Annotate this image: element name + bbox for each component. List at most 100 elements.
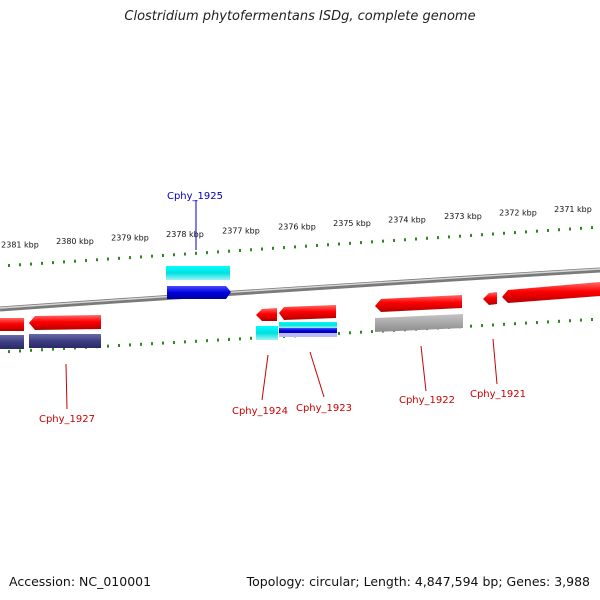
ruler-minor-tick <box>250 336 252 340</box>
page-title: Clostridium phytofermentans ISDg, comple… <box>124 9 476 24</box>
ruler-label: 2371 kbp <box>554 205 592 214</box>
gene-label-cphy-1923[interactable]: Cphy_1923 <box>296 403 352 414</box>
ruler-minor-tick <box>349 241 351 245</box>
ruler-minor-tick <box>360 330 362 334</box>
gene-label-cphy-1922[interactable]: Cphy_1922 <box>399 395 455 406</box>
ruler-minor-tick <box>580 318 582 322</box>
ruler-minor-tick <box>173 253 175 257</box>
cds-feature-cyan[interactable] <box>166 266 230 280</box>
ruler-minor-tick <box>492 232 494 236</box>
ruler-minor-tick <box>250 248 252 252</box>
cds-feature-navy[interactable] <box>0 335 24 349</box>
ruler-minor-tick <box>261 247 263 251</box>
genome-summary-text: Topology: circular; Length: 4,847,594 bp… <box>246 574 590 589</box>
ruler-minor-tick <box>514 231 516 235</box>
ruler-minor-tick <box>19 349 21 353</box>
gene-label-cphy-1921[interactable]: Cphy_1921 <box>470 389 526 400</box>
ruler-minor-tick <box>74 259 76 263</box>
ruler-minor-tick <box>118 256 120 260</box>
leader-line <box>261 354 269 401</box>
ruler-minor-tick <box>96 258 98 262</box>
ruler-minor-tick <box>547 228 549 232</box>
ruler-minor-tick <box>525 321 527 325</box>
ruler-label: 2373 kbp <box>444 212 482 221</box>
ruler-label: 2376 kbp <box>278 223 316 232</box>
ruler-minor-tick <box>580 226 582 230</box>
ruler-minor-tick <box>239 337 241 341</box>
ruler-label: 2380 kbp <box>56 237 94 246</box>
leader-line <box>65 363 68 410</box>
ruler-minor-tick <box>503 322 505 326</box>
ruler-minor-tick <box>481 233 483 237</box>
cds-feature-red[interactable] <box>256 308 277 321</box>
ruler-minor-tick <box>591 226 593 230</box>
cds-feature-grey[interactable] <box>279 333 337 337</box>
ruler-minor-tick <box>492 323 494 327</box>
cds-feature-cyan[interactable] <box>279 322 337 328</box>
ruler-minor-tick <box>525 230 527 234</box>
cds-feature-navy[interactable] <box>29 334 101 348</box>
ruler-minor-tick <box>129 343 131 347</box>
ruler-upper <box>8 226 593 267</box>
cds-feature-blue[interactable] <box>167 286 231 299</box>
ruler-minor-tick <box>415 237 417 241</box>
accession-text: Accession: NC_010001 <box>9 574 152 589</box>
leader-line <box>492 338 498 385</box>
cds-feature-red[interactable] <box>279 305 336 320</box>
ruler-minor-tick <box>371 240 373 244</box>
genome-backbone-highlight <box>0 268 600 309</box>
ruler-minor-tick <box>448 235 450 239</box>
ruler-minor-tick <box>41 348 43 352</box>
leader-line <box>309 351 325 398</box>
ruler-label: 2374 kbp <box>388 216 426 225</box>
ruler-minor-tick <box>30 262 32 266</box>
ruler-minor-tick <box>30 348 32 352</box>
ruler-label: 2378 kbp <box>166 230 204 239</box>
ruler-minor-tick <box>228 337 230 341</box>
ruler-minor-tick <box>305 244 307 248</box>
ruler-label: 2381 kbp <box>1 241 39 250</box>
ruler-minor-tick <box>8 350 10 354</box>
cds-feature-red[interactable] <box>0 318 24 331</box>
cds-feature-red[interactable] <box>502 282 600 303</box>
cds-feature-cyan[interactable] <box>256 326 278 340</box>
gene-label-cphy-1927[interactable]: Cphy_1927 <box>39 414 95 425</box>
cds-feature-red[interactable] <box>375 295 462 312</box>
ruler-minor-tick <box>228 249 230 253</box>
ruler-minor-tick <box>481 324 483 328</box>
gene-label-cphy-1925[interactable]: Cphy_1925 <box>167 191 223 202</box>
ruler-minor-tick <box>118 344 120 348</box>
ruler-minor-tick <box>426 236 428 240</box>
cds-feature-red[interactable] <box>483 292 497 305</box>
ruler-minor-tick <box>184 252 186 256</box>
cds-feature-blue[interactable] <box>279 328 337 333</box>
ruler-minor-tick <box>547 320 549 324</box>
ruler-minor-tick <box>63 347 65 351</box>
ruler-minor-tick <box>404 238 406 242</box>
ruler-minor-tick <box>283 246 285 250</box>
ruler-minor-tick <box>470 233 472 237</box>
ruler-minor-tick <box>536 229 538 233</box>
cds-feature-red[interactable] <box>29 315 101 330</box>
ruler-minor-tick <box>217 338 219 342</box>
ruler-label: 2372 kbp <box>499 208 537 217</box>
ruler-minor-tick <box>437 236 439 240</box>
ruler-minor-tick <box>184 340 186 344</box>
ruler-minor-tick <box>195 251 197 255</box>
ruler-minor-tick <box>140 255 142 259</box>
ruler-minor-tick <box>503 231 505 235</box>
cds-feature-grey[interactable] <box>375 314 463 332</box>
ruler-minor-tick <box>162 341 164 345</box>
ruler-minor-tick <box>294 245 296 249</box>
genome-backbone <box>0 267 600 312</box>
ruler-minor-tick <box>140 342 142 346</box>
ruler-minor-tick <box>129 256 131 260</box>
ruler-minor-tick <box>371 330 373 334</box>
ruler-minor-tick <box>459 234 461 238</box>
ruler-minor-tick <box>151 342 153 346</box>
ruler-minor-tick <box>173 340 175 344</box>
ruler-minor-tick <box>393 238 395 242</box>
ruler-label: 2379 kbp <box>111 234 149 243</box>
ruler-minor-tick <box>470 324 472 328</box>
gene-label-cphy-1924[interactable]: Cphy_1924 <box>232 406 288 417</box>
